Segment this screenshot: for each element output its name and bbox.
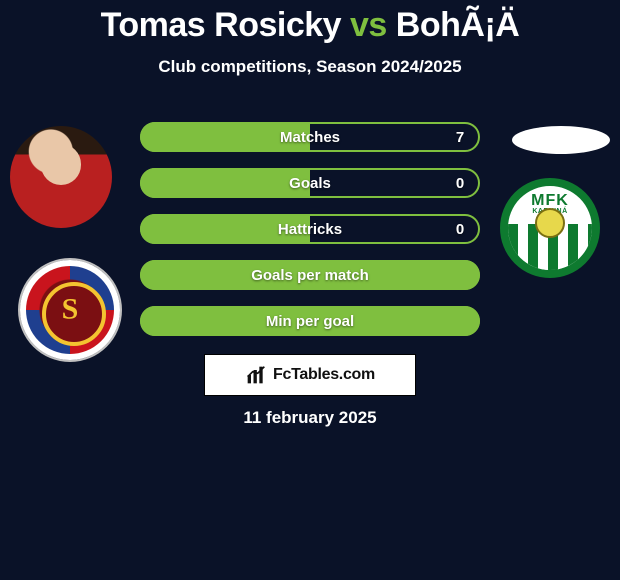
stat-label: Goals [140, 168, 480, 198]
crest-right-ball [535, 208, 565, 238]
stat-row-matches: Matches 7 [140, 122, 480, 152]
title-vs: vs [341, 6, 396, 44]
page-title: Tomas Rosicky vs BohÃ¡Ä [0, 0, 620, 45]
club-crest-right: MFK KARVINÁ [500, 178, 600, 278]
bars-icon [245, 365, 267, 385]
stat-label: Goals per match [140, 260, 480, 290]
subtitle: Club competitions, Season 2024/2025 [0, 57, 620, 77]
club-crest-left [20, 260, 120, 360]
player-avatar-left [10, 126, 112, 228]
stat-row-mpg: Min per goal [140, 306, 480, 336]
watermark: FcTables.com [204, 354, 416, 396]
stat-label: Hattricks [140, 214, 480, 244]
stat-row-goals: Goals 0 [140, 168, 480, 198]
date-text: 11 february 2025 [0, 408, 620, 428]
stat-right-val: 0 [440, 168, 480, 198]
stat-label: Matches [140, 122, 480, 152]
watermark-text: FcTables.com [273, 366, 375, 384]
stat-right-val: 7 [440, 122, 480, 152]
stat-row-hattricks: Hattricks 0 [140, 214, 480, 244]
title-left: Tomas Rosicky [101, 6, 341, 44]
player-avatar-right-placeholder [512, 126, 610, 154]
title-right: BohÃ¡Ä [396, 6, 520, 44]
stat-label: Min per goal [140, 306, 480, 336]
stat-rows: Matches 7 Goals 0 Hattricks 0 Goals per … [140, 122, 480, 352]
stat-right-val: 0 [440, 214, 480, 244]
stat-row-gpm: Goals per match [140, 260, 480, 290]
